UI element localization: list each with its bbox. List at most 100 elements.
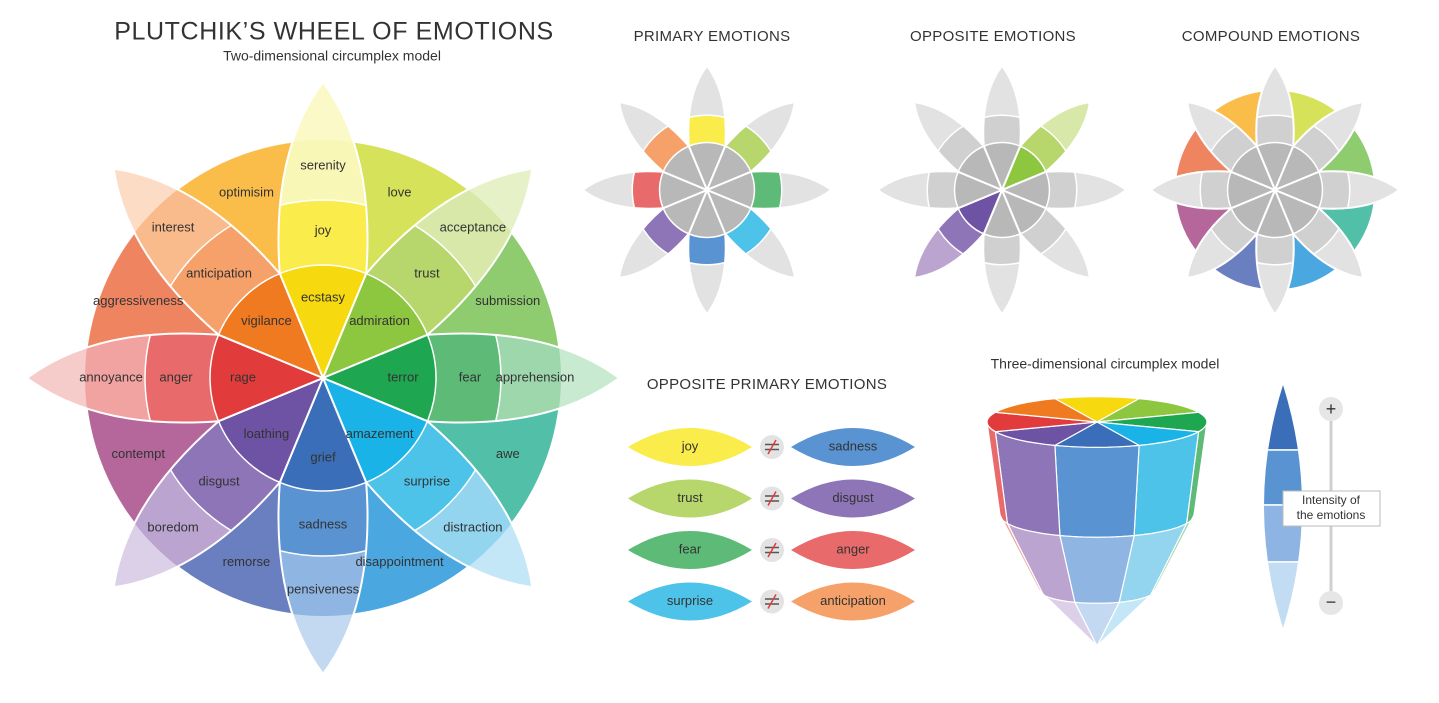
petal-outline xyxy=(581,170,710,210)
cone-top-sector xyxy=(1052,421,1142,448)
emotion-label: apprehension xyxy=(496,369,575,384)
cone-model xyxy=(986,396,1208,646)
petal-outline xyxy=(1272,170,1401,210)
emotion-label: joy xyxy=(314,222,332,237)
emotion-label: surprise xyxy=(404,473,450,488)
combination-label: optimisim xyxy=(219,185,274,200)
petal-band-intense xyxy=(1002,171,1051,209)
petal-band-basic xyxy=(278,199,368,378)
petal-band-intense xyxy=(1256,141,1294,190)
emotion-label: anger xyxy=(159,369,193,384)
emotion-lens xyxy=(628,428,752,466)
cone-top-sector xyxy=(1096,397,1201,423)
petal-outline xyxy=(1000,100,1092,192)
petal xyxy=(707,102,795,190)
petal-outline xyxy=(982,64,1022,193)
not-equal-icon xyxy=(767,491,777,506)
emotion-label: serenity xyxy=(300,157,346,172)
petal-band-intense xyxy=(323,378,437,492)
petal-band-mild xyxy=(914,190,1002,278)
petal-band-basic xyxy=(323,199,502,378)
panel-title: Three-dimensional circumplex model xyxy=(991,356,1220,372)
petal xyxy=(1256,65,1294,190)
petal-band-basic xyxy=(1002,190,1078,266)
emotion-label: trust xyxy=(677,490,703,505)
combination-label: disappointment xyxy=(355,554,444,569)
petal-band-basic xyxy=(1002,114,1078,190)
petal xyxy=(688,65,726,190)
subtitle: Two-dimensional circumplex model xyxy=(223,48,441,64)
emotion-label: surprise xyxy=(667,593,713,608)
emotion-label: acceptance xyxy=(440,220,507,235)
petal-outline xyxy=(617,188,709,280)
not-equal-icon xyxy=(767,542,777,558)
petal-outline xyxy=(617,100,709,192)
combination-label: contempt xyxy=(111,446,165,461)
petal-band-intense xyxy=(1226,141,1275,190)
main-title: PLUTCHIK’S WHEEL OF EMOTIONS xyxy=(114,18,554,46)
petal xyxy=(1002,171,1127,209)
petal-outline xyxy=(25,332,326,424)
petal xyxy=(1002,102,1090,190)
not-equal-icon xyxy=(767,594,777,609)
petal-outline xyxy=(277,375,369,676)
opposite-wheel xyxy=(876,64,1128,316)
petal-outline xyxy=(112,376,325,589)
cone-top-sector xyxy=(1052,396,1142,423)
petal-band-mild xyxy=(113,378,323,588)
petal-outline xyxy=(1185,188,1277,280)
petal-band-mild xyxy=(1002,190,1090,278)
emotion-label: terror xyxy=(387,369,419,384)
petal-band-intense xyxy=(1002,141,1051,190)
petal-outline xyxy=(1149,170,1278,210)
petal-band-basic xyxy=(1275,114,1351,190)
petal-outline xyxy=(687,64,727,193)
emotion-lens xyxy=(791,531,915,569)
cone-top-sector xyxy=(1096,411,1208,433)
petal-band-intense xyxy=(278,264,368,378)
petal-band-basic xyxy=(144,378,323,557)
petal-band-mild xyxy=(914,102,1002,190)
petal-band-basic xyxy=(1256,190,1294,266)
petal-band-basic xyxy=(1275,190,1351,266)
petal-outline xyxy=(705,188,797,280)
emotion-label: anger xyxy=(836,541,870,556)
emotion-label: fear xyxy=(459,369,482,384)
petal-band-basic xyxy=(707,190,783,266)
petal-band-mild xyxy=(323,168,533,378)
emotion-lens xyxy=(628,582,752,621)
emotion-label: disgust xyxy=(832,490,874,505)
combination-label: awe xyxy=(496,446,520,461)
emotion-label: sadness xyxy=(829,438,878,453)
intensity-label: Intensity of xyxy=(1302,493,1361,507)
intensity-label: the emotions xyxy=(1297,508,1366,522)
cone-band xyxy=(1054,444,1140,538)
not-equal-icon xyxy=(767,439,777,455)
petal-band-intense xyxy=(688,141,726,190)
petal-band-basic xyxy=(144,199,323,378)
petal xyxy=(983,65,1021,190)
petal-band-mild xyxy=(619,102,707,190)
petal-band-basic xyxy=(278,378,368,557)
petal-band-basic xyxy=(688,190,726,266)
petal-outline xyxy=(999,170,1128,210)
petal-band-mild xyxy=(1275,190,1363,278)
combination-label: aggressiveness xyxy=(93,293,184,308)
emotion-label: joy xyxy=(681,438,699,453)
petal-outline xyxy=(982,187,1022,316)
petal-outline xyxy=(321,167,534,380)
petal-band-intense xyxy=(323,333,437,423)
cone-top-sector xyxy=(1096,421,1201,447)
petal-band-intense xyxy=(707,141,756,190)
intensity-label-box xyxy=(1282,490,1381,527)
emotion-label: grief xyxy=(310,449,336,464)
emotion-label: ecstasy xyxy=(301,289,346,304)
petal-outline xyxy=(705,100,797,192)
emotion-label: interest xyxy=(152,220,195,235)
combination-label: submission xyxy=(475,293,540,308)
petal-band-mild xyxy=(707,102,795,190)
emotion-label: vigilance xyxy=(241,313,292,328)
petal-band-mild xyxy=(1187,102,1275,190)
petal-band-basic xyxy=(144,333,323,423)
